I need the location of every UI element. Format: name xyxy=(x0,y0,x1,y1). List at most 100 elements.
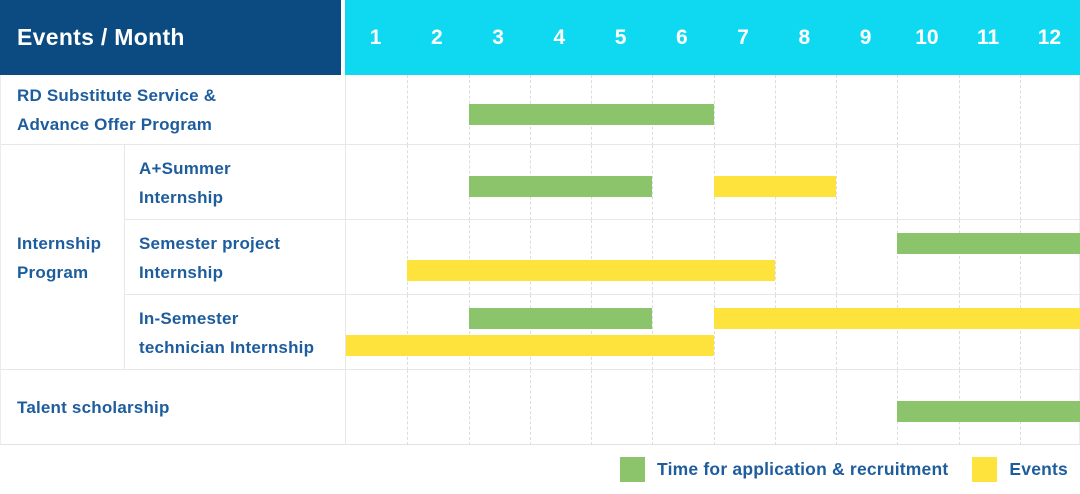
bar-application-recruitment xyxy=(897,401,1080,422)
row-label: Semester projectInternship xyxy=(125,220,346,295)
month-gridline xyxy=(591,295,652,370)
row-label-line: Advance Offer Program xyxy=(17,110,346,139)
legend-item: Time for application & recruitment xyxy=(620,457,948,482)
month-gridline xyxy=(714,75,775,145)
month-header-cell: 3 xyxy=(468,0,529,75)
month-gridline xyxy=(836,145,897,220)
month-gridline xyxy=(775,370,836,445)
month-gridline xyxy=(1020,145,1080,220)
group-label-line: Program xyxy=(17,258,124,287)
month-gridline xyxy=(714,295,775,370)
bar-events xyxy=(407,260,775,281)
row-label-line: In-Semester xyxy=(139,304,346,333)
month-gridline xyxy=(652,370,713,445)
bar-events xyxy=(714,308,1080,329)
row-label-line: RD Substitute Service & xyxy=(17,81,346,110)
row-label-line: Talent scholarship xyxy=(17,393,346,422)
month-gridline xyxy=(775,220,836,295)
month-header-cell: 2 xyxy=(406,0,467,75)
month-gridline xyxy=(652,145,713,220)
month-gridline xyxy=(469,220,530,295)
schedule-body: RD Substitute Service &Advance Offer Pro… xyxy=(0,75,1080,445)
month-gridline xyxy=(530,295,591,370)
month-header-cell: 6 xyxy=(651,0,712,75)
row-grid xyxy=(346,145,1080,220)
month-gridline xyxy=(407,370,468,445)
gantt-schedule-app: Events / Month 123456789101112 RD Substi… xyxy=(0,0,1080,494)
table-row: Talent scholarship xyxy=(1,370,1080,445)
row-label: A+SummerInternship xyxy=(125,145,346,220)
month-header-cell: 11 xyxy=(958,0,1019,75)
legend: Time for application & recruitment Events xyxy=(0,445,1080,494)
month-gridline xyxy=(469,370,530,445)
row-label: Talent scholarship xyxy=(1,370,346,445)
month-gridline xyxy=(775,295,836,370)
month-header-cell: 1 xyxy=(345,0,406,75)
month-gridline xyxy=(959,220,1020,295)
row-label-line: Internship xyxy=(139,258,346,287)
month-gridline xyxy=(775,75,836,145)
month-gridline xyxy=(346,75,407,145)
month-gridline xyxy=(836,75,897,145)
row-label-line: technician Internship xyxy=(139,333,346,362)
month-header-row: 123456789101112 xyxy=(345,0,1080,75)
month-gridline xyxy=(346,220,407,295)
month-gridline xyxy=(1020,220,1080,295)
month-gridline xyxy=(959,145,1020,220)
table-row: Semester projectInternship xyxy=(1,220,1080,295)
bar-application-recruitment xyxy=(897,233,1080,254)
row-label-line: Internship xyxy=(139,183,346,212)
legend-swatch-green xyxy=(620,457,645,482)
month-gridline xyxy=(897,75,958,145)
month-gridline xyxy=(897,220,958,295)
month-gridline xyxy=(346,295,407,370)
bar-events xyxy=(714,176,837,197)
bar-events xyxy=(346,335,714,356)
table-row: RD Substitute Service &Advance Offer Pro… xyxy=(1,75,1080,145)
month-gridline xyxy=(836,220,897,295)
month-gridline xyxy=(530,370,591,445)
month-gridline xyxy=(959,295,1020,370)
legend-swatch-yellow xyxy=(972,457,997,482)
month-gridline xyxy=(959,75,1020,145)
row-label: RD Substitute Service &Advance Offer Pro… xyxy=(1,75,346,145)
row-grid xyxy=(346,75,1080,145)
month-header-cell: 5 xyxy=(590,0,651,75)
bar-application-recruitment xyxy=(469,176,653,197)
month-gridline xyxy=(652,295,713,370)
month-gridline xyxy=(714,220,775,295)
month-gridline xyxy=(407,75,468,145)
legend-label: Events xyxy=(1009,459,1068,480)
month-header-cell: 9 xyxy=(835,0,896,75)
month-header-cell: 7 xyxy=(713,0,774,75)
table-row: A+SummerInternship xyxy=(1,145,1080,220)
events-month-header: Events / Month xyxy=(0,0,341,75)
legend-label: Time for application & recruitment xyxy=(657,459,948,480)
month-gridline xyxy=(897,295,958,370)
bar-application-recruitment xyxy=(469,104,714,125)
month-gridline xyxy=(1020,75,1080,145)
row-label-line: A+Summer xyxy=(139,154,346,183)
header-title: Events / Month xyxy=(17,24,185,51)
month-gridline xyxy=(591,220,652,295)
month-gridline xyxy=(346,145,407,220)
group-label-internship-program: InternshipProgram xyxy=(1,145,125,370)
month-gridline xyxy=(836,295,897,370)
month-gridline xyxy=(836,370,897,445)
month-gridline xyxy=(714,370,775,445)
month-header-cell: 8 xyxy=(774,0,835,75)
bar-application-recruitment xyxy=(469,308,653,329)
month-gridline xyxy=(1020,295,1080,370)
month-header-cell: 4 xyxy=(529,0,590,75)
row-grid xyxy=(346,220,1080,295)
month-gridline xyxy=(652,220,713,295)
month-gridline xyxy=(897,145,958,220)
row-label: In-Semestertechnician Internship xyxy=(125,295,346,370)
group-label-line: Internship xyxy=(17,229,124,258)
month-gridline xyxy=(469,295,530,370)
table-row: In-Semestertechnician Internship xyxy=(1,295,1080,370)
row-grid xyxy=(346,370,1080,445)
month-gridline xyxy=(346,370,407,445)
legend-item: Events xyxy=(972,457,1068,482)
month-gridline xyxy=(407,220,468,295)
